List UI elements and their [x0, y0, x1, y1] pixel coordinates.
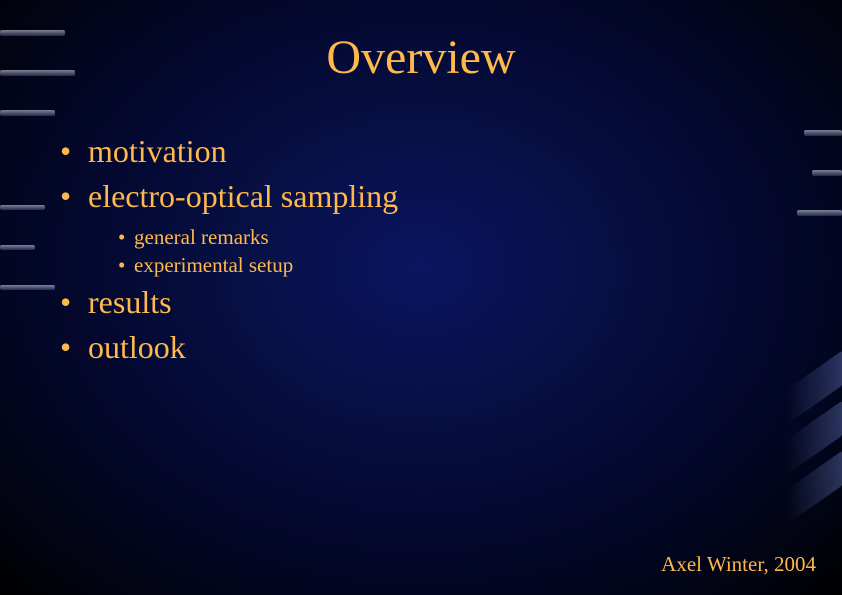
bullet-text: outlook	[88, 329, 186, 365]
sub-bullet-list: •general remarks •experimental setup	[118, 224, 398, 279]
sub-bullet-text: general remarks	[134, 225, 269, 249]
accent-line-right	[812, 170, 842, 176]
sub-bullet-text: experimental setup	[134, 253, 293, 277]
bullet-text: motivation	[88, 133, 227, 169]
bullet-text: results	[88, 284, 172, 320]
accent-line-left	[0, 110, 55, 116]
sub-bullet-item: •general remarks	[118, 224, 398, 251]
accent-line-left	[0, 205, 45, 210]
bullet-text: electro-optical sampling	[88, 178, 398, 214]
slide-content: •motivation •electro-optical sampling •g…	[60, 130, 398, 371]
bullet-item: •electro-optical sampling	[60, 175, 398, 218]
bullet-item: •motivation	[60, 130, 398, 173]
accent-line-left	[0, 245, 35, 250]
accent-line-left	[0, 285, 55, 290]
sub-bullet-item: •experimental setup	[118, 252, 398, 279]
slide-title: Overview	[0, 30, 842, 85]
slide-footer: Axel Winter, 2004	[661, 552, 816, 577]
accent-line-right	[797, 210, 842, 216]
bullet-item: •results	[60, 281, 398, 324]
accent-line-right	[804, 130, 842, 136]
bullet-item: •outlook	[60, 326, 398, 369]
